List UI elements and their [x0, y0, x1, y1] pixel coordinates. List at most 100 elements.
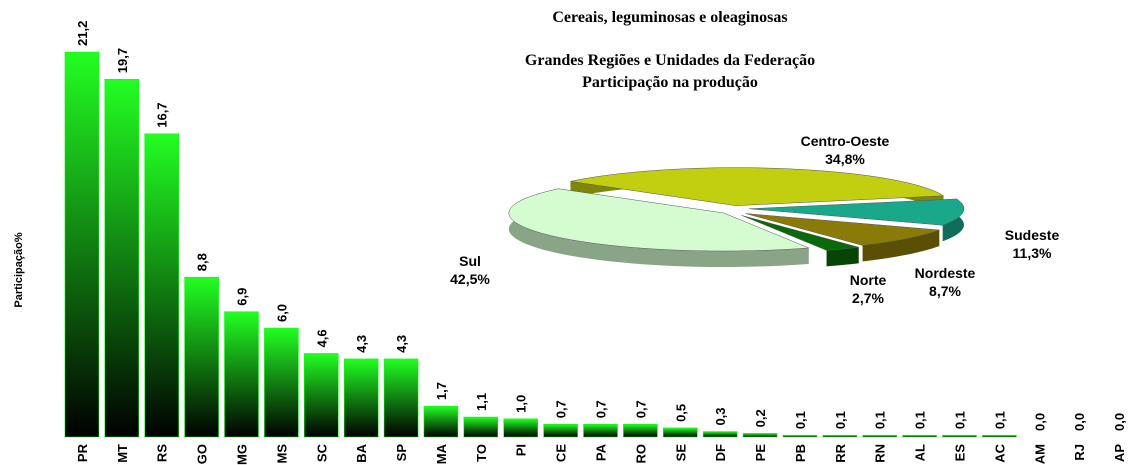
- x-tick-label: PR: [75, 443, 90, 462]
- slice-label: Nordeste: [915, 265, 976, 281]
- slice-value-label: 34,8%: [825, 151, 865, 167]
- bar: [104, 78, 140, 438]
- bar: [702, 431, 738, 438]
- slice-side: [862, 230, 940, 262]
- value-label: 0,1: [953, 411, 968, 429]
- value-label: 0,1: [833, 411, 848, 429]
- value-label: 1,7: [434, 382, 449, 400]
- bar: [583, 424, 618, 438]
- x-tick-label: SC: [314, 443, 329, 462]
- x-tick-label: RJ: [1072, 444, 1087, 461]
- x-tick-label: TO: [474, 444, 489, 462]
- value-label: 0,3: [713, 407, 728, 425]
- value-label: 0,2: [753, 409, 768, 427]
- slice-label: Centro-Oeste: [801, 133, 890, 149]
- bar: [144, 133, 179, 438]
- bar: [862, 434, 897, 438]
- value-label: 0,0: [1032, 413, 1047, 431]
- x-tick-label: MT: [115, 444, 130, 463]
- value-label: 0,0: [1112, 413, 1127, 431]
- bar: [264, 327, 299, 438]
- value-label: 0,1: [992, 411, 1007, 429]
- x-tick-label: PB: [793, 444, 808, 462]
- x-tick-label: GO: [195, 444, 210, 464]
- value-label: 4,3: [354, 335, 369, 353]
- value-label: 0,1: [793, 411, 808, 429]
- bar: [982, 434, 1017, 438]
- value-label: 1,1: [474, 393, 489, 411]
- x-tick-label: SE: [673, 444, 688, 462]
- slice-side-shade: [826, 247, 859, 267]
- bar: [782, 434, 818, 438]
- slice-side-shade: [508, 188, 809, 268]
- value-label: 8,8: [195, 253, 210, 271]
- x-tick-label: MS: [274, 444, 289, 464]
- x-tick-label: RS: [155, 444, 170, 462]
- x-tick-label: AL: [913, 444, 928, 461]
- bar: [742, 433, 778, 438]
- value-label: 0,0: [1072, 413, 1087, 431]
- bar: [503, 418, 538, 438]
- x-tick-label: MG: [235, 444, 250, 465]
- pie-slice: [745, 213, 940, 246]
- x-tick-label: AC: [992, 443, 1007, 462]
- y-axis-label: Participação%: [13, 232, 25, 307]
- slice-side-shade: [862, 230, 940, 262]
- slice-side: [508, 188, 809, 268]
- value-label: 0,7: [633, 400, 648, 418]
- x-tick-label: MA: [434, 443, 449, 464]
- x-tick-label: PE: [753, 444, 768, 462]
- x-tick-label: PA: [594, 443, 609, 461]
- pie-slice: [570, 167, 945, 206]
- value-label: 0,7: [554, 400, 569, 418]
- bar: [463, 416, 499, 438]
- slice-value-label: 8,7%: [929, 283, 961, 299]
- x-tick-label: ES: [953, 444, 968, 462]
- x-tick-label: RN: [873, 444, 888, 463]
- value-label: 6,0: [274, 304, 289, 322]
- value-label: 1,0: [514, 395, 529, 413]
- slice-label: Norte: [850, 272, 887, 288]
- pie-slice: [741, 215, 859, 251]
- bar: [224, 311, 259, 438]
- bar: [822, 434, 858, 438]
- bar: [64, 51, 100, 438]
- x-tick-label: AM: [1032, 444, 1047, 464]
- bar: [304, 353, 339, 438]
- slice-label: Sudeste: [1005, 227, 1060, 243]
- value-label: 6,9: [235, 288, 250, 306]
- value-label: 0,7: [594, 400, 609, 418]
- bar: [343, 358, 379, 438]
- bar: [184, 276, 219, 438]
- bar: [383, 358, 419, 438]
- value-label: 0,1: [913, 411, 928, 429]
- value-label: 4,6: [314, 329, 329, 347]
- x-tick-label: BA: [354, 443, 369, 462]
- x-tick-label: PI: [514, 444, 529, 456]
- value-label: 0,5: [673, 404, 688, 422]
- chart-subtitle: Grandes Regiões e Unidades da Federação: [525, 52, 815, 69]
- x-tick-label: DF: [713, 444, 728, 461]
- value-label: 19,7: [115, 48, 130, 73]
- chart-title: Cereais, leguminosas e oleaginosas: [552, 9, 787, 26]
- slice-side: [826, 247, 859, 267]
- x-tick-label: SP: [394, 444, 409, 462]
- x-tick-label: AP: [1112, 444, 1127, 462]
- bar: [623, 424, 658, 438]
- bar: [902, 434, 937, 438]
- slice-value-label: 11,3%: [1013, 245, 1052, 261]
- x-tick-label: RO: [633, 444, 648, 464]
- pie-slice: [748, 198, 965, 226]
- slice-label: Sul: [459, 253, 481, 269]
- chart-subtitle: Participação na produção: [582, 74, 758, 91]
- pie-slice: [508, 188, 809, 252]
- value-label: 21,2: [75, 21, 90, 46]
- bar: [663, 427, 698, 438]
- bar: [942, 434, 977, 438]
- bar: [543, 424, 578, 438]
- slice-value-label: 2,7%: [852, 290, 884, 306]
- x-tick-label: RR: [833, 443, 848, 462]
- slice-value-label: 42,5%: [450, 271, 490, 287]
- value-label: 0,1: [873, 411, 888, 429]
